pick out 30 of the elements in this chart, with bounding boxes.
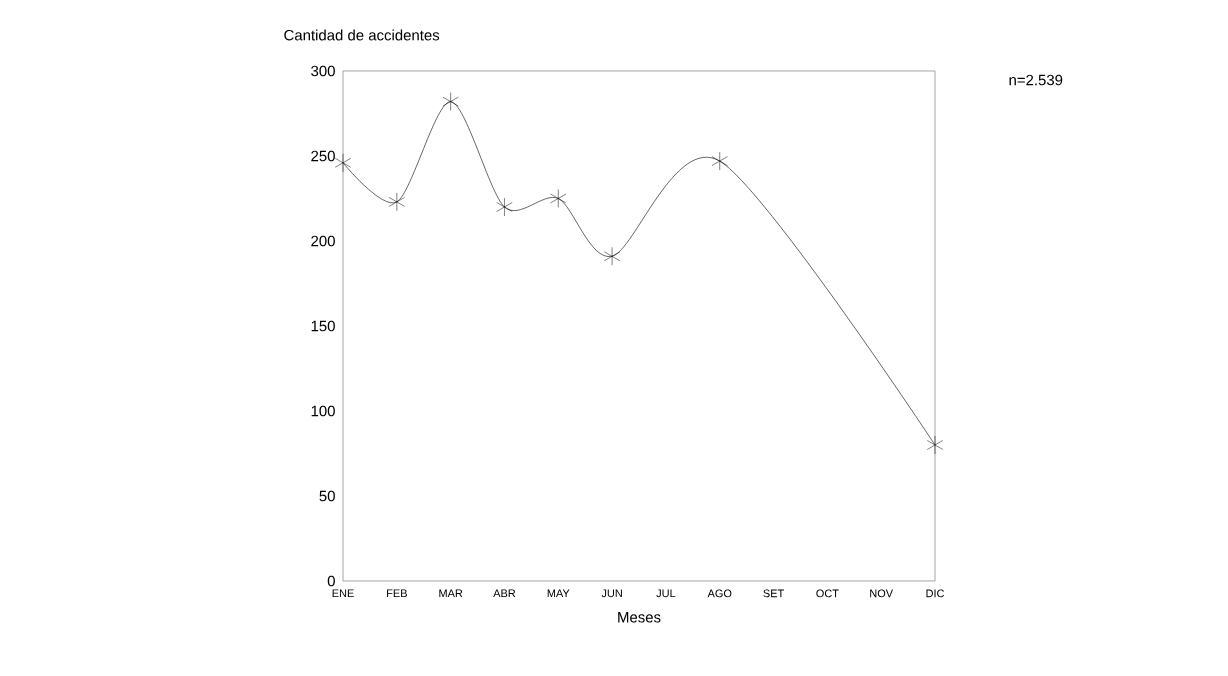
y-tick-label: 50: [319, 490, 335, 502]
x-tick-label: JUL: [656, 589, 676, 598]
point: [496, 197, 513, 217]
point: [388, 192, 405, 212]
x-tick-label: AGO: [707, 589, 732, 598]
x-tick-label: DIC: [926, 589, 945, 598]
point: [442, 92, 459, 111]
point: [550, 189, 567, 208]
point: [604, 247, 621, 266]
point: [926, 435, 944, 455]
x-tick-label: OCT: [816, 589, 839, 598]
y-tick-label: 300: [311, 65, 335, 77]
y-tick-label: 150: [311, 320, 335, 332]
x-tick-label: JUN: [601, 589, 622, 598]
x-tick-label: SET: [763, 589, 784, 598]
text: n=2.539: [1009, 74, 1063, 86]
x-axis-title: Meses: [618, 612, 661, 623]
x-tick-label: MAR: [439, 589, 463, 598]
x-tick-label: MAY: [547, 589, 570, 598]
point: [711, 151, 728, 171]
y-axis-title: Cantidad de accidentes: [284, 29, 440, 41]
x-tick-label: NOV: [870, 589, 894, 598]
point: [334, 153, 352, 173]
x-tick-label: ABR: [493, 589, 516, 598]
y-tick-label: 100: [311, 405, 335, 417]
y-tick-label: 200: [311, 235, 335, 247]
y-tick-label: 0: [327, 575, 335, 587]
x-tick-label: ENE: [332, 589, 354, 598]
x-tick-label: FEB: [387, 589, 407, 598]
y-tick-label: 250: [311, 150, 335, 162]
